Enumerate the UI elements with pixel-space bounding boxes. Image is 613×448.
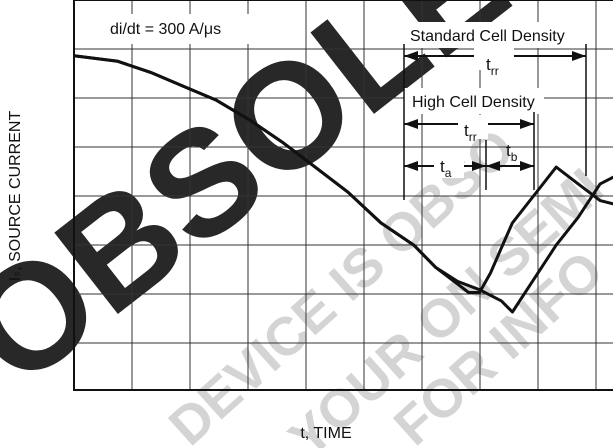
curves [73,54,613,314]
high-label: High Cell Density [412,94,535,111]
tb-label: tb [506,141,518,164]
ta-label: ta [440,157,452,180]
series-line-standard-cell-density [73,54,613,314]
didt-label: di/dt = 300 A/μs [110,21,221,38]
x-axis-label: t, TIME [300,425,351,442]
annotations: di/dt = 300 A/μs Standard Cell Density H… [102,14,587,200]
standard-label: Standard Cell Density [410,28,565,45]
plot-frame [73,0,613,391]
trr-label-standard: trr [486,55,499,78]
trr-label-high: trr [464,121,477,144]
y-axis-label: Iₛ, SOURCE CURRENT [7,111,24,282]
